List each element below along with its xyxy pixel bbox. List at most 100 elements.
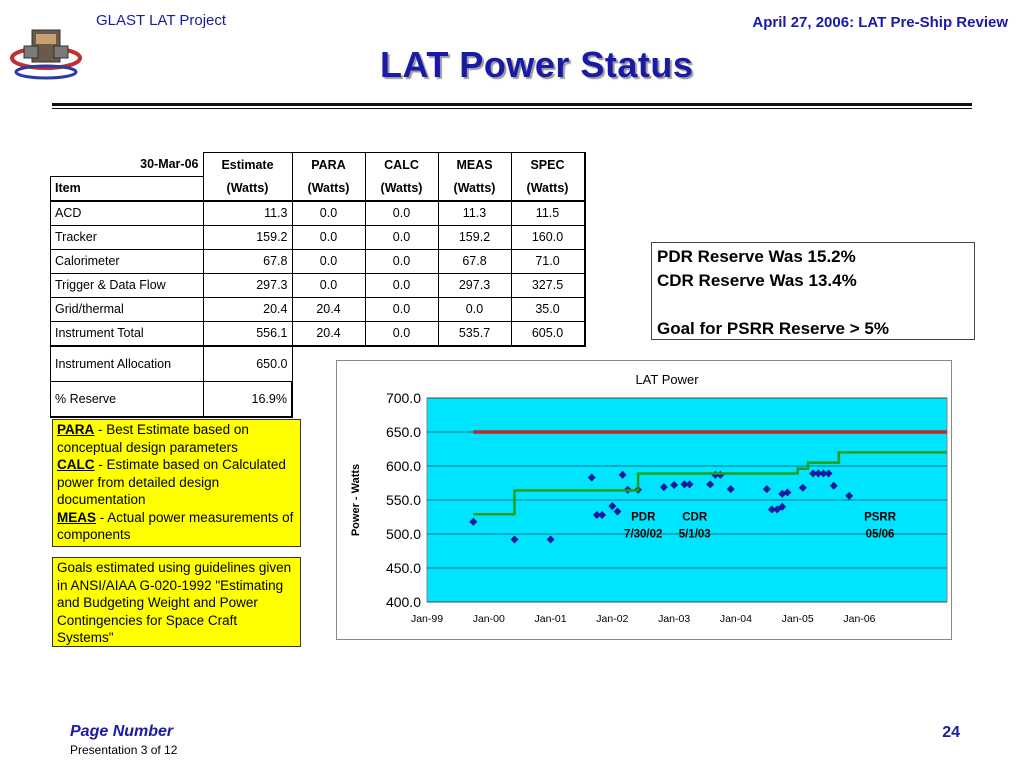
data-point: [510, 535, 519, 544]
row-estimate: 159.2: [202, 225, 293, 250]
row-estimate: 11.3: [202, 200, 293, 226]
data-point: [587, 473, 596, 482]
data-point: [680, 480, 689, 489]
reserve-row: % Reserve 16.9%: [50, 381, 585, 418]
table-row: Grid/thermal 20.4 20.4 0.0 0.0 35.0: [50, 297, 586, 322]
para-definition: - Best Estimate based on conceptual desi…: [57, 422, 249, 455]
data-point: [546, 535, 555, 544]
data-point: [659, 483, 668, 492]
col-header: Estimate: [202, 152, 293, 176]
row-para: 0.0: [292, 225, 366, 250]
milestone-label: CDR: [682, 511, 708, 523]
row-estimate: 20.4: [202, 297, 293, 322]
data-point: [685, 480, 694, 489]
y-tick-label: 400.0: [386, 594, 421, 610]
data-point: [706, 480, 715, 489]
milestone-label: PSRR: [864, 511, 897, 523]
milestone-date: 7/30/02: [624, 528, 662, 540]
y-axis-label: Power - Watts: [350, 464, 362, 536]
data-point: [767, 505, 776, 514]
row-item: Trigger & Data Flow: [50, 273, 203, 298]
spacer: [657, 293, 969, 317]
definitions-note: PARA - Best Estimate based on conceptual…: [52, 419, 301, 547]
x-tick-label: Jan-06: [843, 613, 875, 625]
row-calc: 0.0: [365, 225, 439, 250]
reserve-label: % Reserve: [50, 381, 203, 418]
power-table: 30-Mar-06 Estimate PARA CALC MEAS SPEC I…: [50, 152, 586, 418]
row-item: Grid/thermal: [50, 297, 203, 322]
glast-logo-icon: [10, 29, 82, 80]
table-row: Trigger & Data Flow 297.3 0.0 0.0 297.3 …: [50, 273, 586, 298]
reserve-value: 16.9%: [202, 381, 293, 418]
x-tick-label: Jan-03: [658, 613, 690, 625]
y-tick-label: 700.0: [386, 390, 421, 406]
data-point: [469, 517, 478, 526]
row-para: 0.0: [292, 200, 366, 226]
pdr-reserve: PDR Reserve Was 15.2%: [657, 247, 856, 266]
table-row: Calorimeter 67.8 0.0 0.0 67.8 71.0: [50, 249, 586, 274]
x-tick-label: Jan-02: [596, 613, 628, 625]
col-header: MEAS: [438, 152, 512, 176]
project-name: GLAST LAT Project: [96, 12, 227, 29]
x-tick-label: Jan-00: [473, 613, 505, 625]
row-meas: 297.3: [438, 273, 512, 298]
row-meas: 535.7: [438, 321, 512, 347]
row-item: Instrument Total: [50, 321, 203, 347]
row-spec: 35.0: [511, 297, 586, 322]
data-point: [798, 483, 807, 492]
data-point: [618, 470, 627, 479]
data-point: [829, 481, 838, 490]
y-tick-label: 550.0: [386, 492, 421, 508]
row-item: Calorimeter: [50, 249, 203, 274]
title-divider-thin: [52, 108, 972, 109]
page-title: LAT Power Status: [380, 44, 694, 85]
row-calc: 0.0: [365, 297, 439, 322]
x-tick-label: Jan-01: [535, 613, 567, 625]
y-tick-label: 650.0: [386, 424, 421, 440]
row-item: ACD: [50, 200, 203, 226]
data-point: [783, 488, 792, 497]
data-point: [824, 469, 833, 478]
y-tick-label: 600.0: [386, 458, 421, 474]
row-para: 0.0: [292, 249, 366, 274]
row-spec: 327.5: [511, 273, 586, 298]
allocation-row: Instrument Allocation 650.0: [50, 345, 585, 382]
x-tick-label: Jan-04: [720, 613, 752, 625]
allocation-value: 650.0: [202, 345, 293, 382]
title-divider: [52, 103, 972, 106]
spec-step-line: [473, 451, 947, 516]
allocation-label: Instrument Allocation: [50, 345, 203, 382]
milestone-label: PDR: [631, 511, 656, 523]
guidelines-note: Goals estimated using guidelines given i…: [52, 557, 301, 647]
data-point: [778, 489, 787, 498]
milestone-date: 05/06: [866, 528, 895, 540]
x-tick-label: Jan-99: [411, 613, 443, 625]
row-item: Tracker: [50, 225, 203, 250]
row-spec: 605.0: [511, 321, 586, 347]
table-row-total: Instrument Total 556.1 20.4 0.0 535.7 60…: [50, 321, 586, 347]
chart-title: LAT Power: [635, 372, 699, 387]
page-number: 24: [942, 724, 960, 741]
row-estimate: 67.8: [202, 249, 293, 274]
col-unit: (Watts): [365, 176, 439, 202]
y-tick-label: 450.0: [386, 560, 421, 576]
data-point: [613, 507, 622, 516]
data-point: [608, 502, 617, 511]
meas-definition: - Actual power measurements of component…: [57, 509, 294, 543]
row-estimate: 556.1: [202, 321, 293, 347]
row-estimate: 297.3: [202, 273, 293, 298]
page-number-label: Page Number: [70, 723, 174, 740]
row-para: 20.4: [292, 297, 366, 322]
x-tick-label: Jan-05: [782, 613, 814, 625]
table-unit-row: Item (Watts) (Watts) (Watts) (Watts) (Wa…: [50, 175, 586, 202]
milestone-date: 5/1/03: [679, 528, 711, 540]
review-date: April 27, 2006: LAT Pre-Ship Review: [752, 14, 1008, 31]
col-unit: (Watts): [438, 176, 512, 202]
data-point: [670, 481, 679, 490]
row-calc: 0.0: [365, 321, 439, 347]
table-row: ACD 11.3 0.0 0.0 11.3 11.5: [50, 200, 586, 226]
lat-power-chart: 400.0 450.0 500.0 550.0 600.0 650.0 700.0 Jan-9…: [336, 360, 952, 640]
data-point: [598, 510, 607, 519]
col-unit: (Watts): [292, 176, 366, 202]
meas-term: MEAS: [57, 509, 97, 525]
